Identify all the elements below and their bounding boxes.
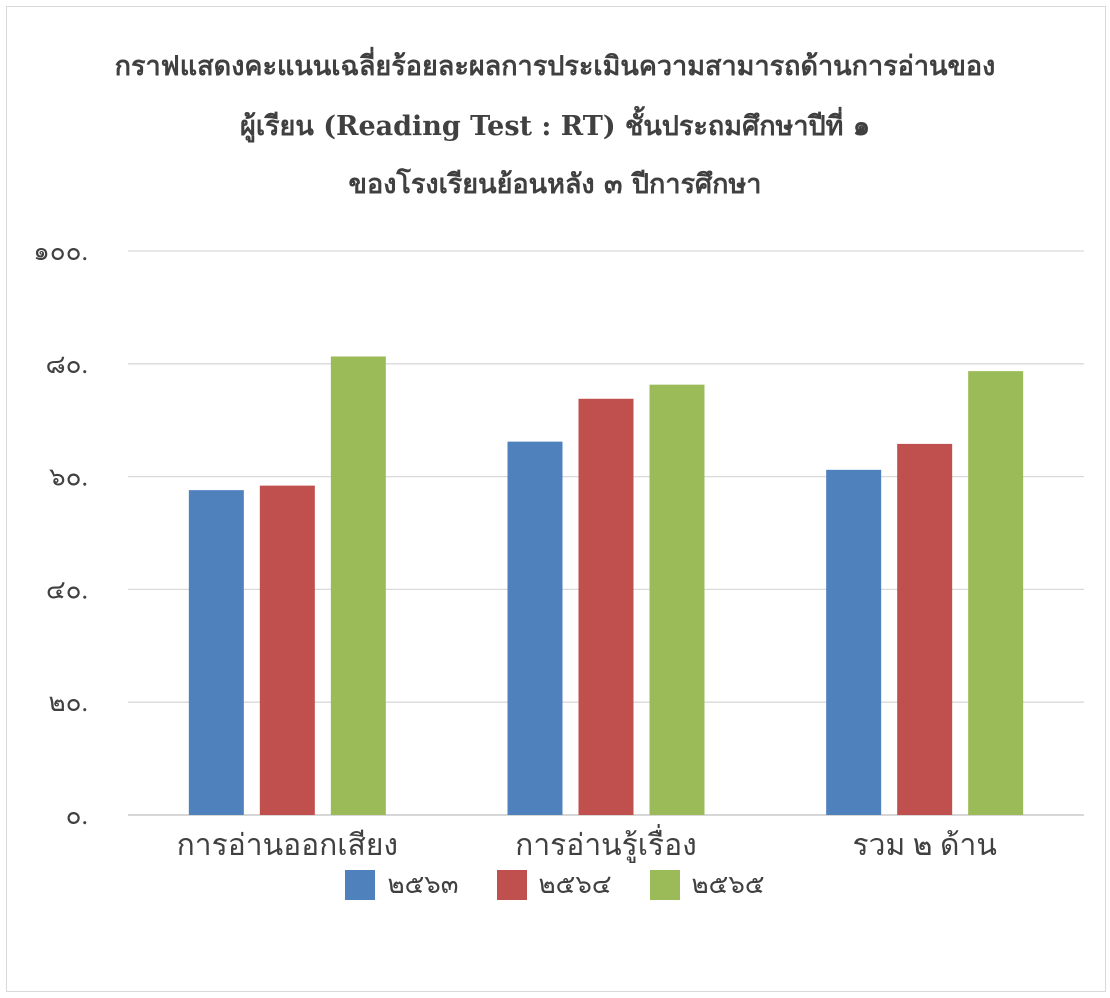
bar (649, 384, 705, 815)
legend-label-2563: ๒๕๖๓ (387, 870, 459, 899)
legend-item-2564[interactable]: ๒๕๖๔ (496, 864, 612, 905)
legend-swatch-2565 (649, 869, 680, 900)
bar (897, 443, 953, 815)
legend-label-2564: ๒๕๖๔ (538, 870, 612, 899)
bar (968, 371, 1024, 815)
chart-title-line-3: ของโรงเรียนย้อนหลัง ๓ ปีการศึกษา (348, 169, 762, 200)
x-tick-label: การอ่านรู้เรื่อง (515, 824, 697, 863)
bar (330, 356, 386, 815)
legend-swatch-2564 (496, 869, 527, 900)
bar (507, 441, 563, 815)
chart-title-line-1: กราฟแสดงคะแนนเฉลี่ยร้อยละผลการประเมินควา… (114, 51, 996, 82)
x-tick-label: รวม ๒ ด้าน (852, 829, 996, 862)
y-tick-label: ๖๐. (49, 463, 88, 492)
y-tick-label: ๐. (66, 801, 88, 830)
bar (578, 398, 634, 815)
y-tick-label: ๒๐. (48, 688, 88, 717)
legend-label-2565: ๒๕๖๕ (691, 870, 765, 899)
bar (826, 469, 882, 815)
y-tick-label: ๑๐๐. (33, 237, 88, 266)
y-tick-label: ๔๐. (46, 575, 88, 604)
chart-title-line-2: ผู้เรียน (Reading Test : RT) ชั้นประถมศึ… (240, 111, 870, 142)
legend-item-2565[interactable]: ๒๕๖๕ (649, 864, 765, 905)
legend: ๒๕๖๓ ๒๕๖๔ ๒๕๖๕ (0, 864, 1110, 905)
legend-swatch-2563 (345, 869, 376, 900)
bar (259, 485, 315, 815)
x-tick-label: การอ่านออกเสียง (177, 829, 398, 862)
legend-item-2563[interactable]: ๒๕๖๓ (345, 864, 459, 905)
bar (188, 490, 244, 815)
y-tick-label: ๘๐. (46, 350, 88, 379)
